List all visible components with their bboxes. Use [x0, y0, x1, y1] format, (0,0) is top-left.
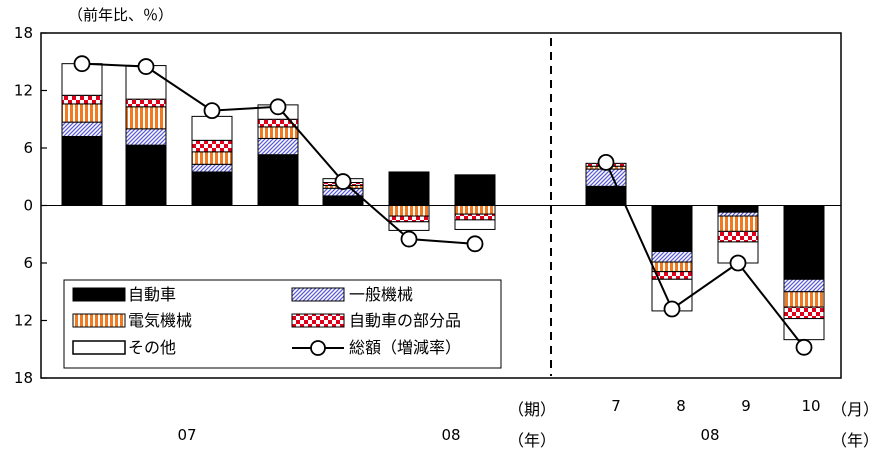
x-month-label: 10	[801, 397, 820, 415]
x-axis-labels: 07 08 （期） （年） 7 8 9 10 08 （月） （年）	[177, 397, 879, 450]
x-year-label: 07	[177, 426, 196, 444]
y-unit-label: （前年比、％）	[68, 6, 173, 24]
x-month-label: 8	[676, 397, 686, 415]
bar-segment-electrical	[717, 215, 759, 232]
bar-segment-electrical	[651, 261, 693, 273]
bar-segment-auto	[61, 136, 103, 206]
legend-label-machinery: 一般機械	[349, 285, 413, 304]
bar-segment-electrical	[388, 205, 430, 217]
bar-segment-electrical	[454, 205, 496, 215]
bar-segment-auto	[783, 205, 825, 280]
y-tick-label: 12	[14, 312, 33, 330]
legend-label-parts: 自動車の部分品	[349, 311, 461, 330]
total-line-series	[73, 55, 813, 356]
total-line	[605, 161, 805, 348]
bar-segment-machinery	[257, 137, 299, 156]
y-axis: 18 12 6 0 6 12 18	[14, 24, 841, 387]
legend-label-auto: 自動車	[128, 285, 176, 304]
total-marker	[334, 173, 352, 190]
bar-segment-other	[191, 115, 233, 141]
y-tick-label: 6	[23, 139, 33, 157]
bar-segment-other	[388, 221, 430, 231]
total-marker	[137, 58, 155, 75]
bar-segment-machinery	[585, 168, 627, 187]
legend-label-total: 総額（増減率）	[349, 338, 461, 357]
total-marker	[466, 235, 484, 253]
total-marker	[795, 338, 813, 356]
x-year-marker: （年）	[831, 431, 879, 450]
x-year-label: 08	[441, 426, 460, 444]
bar-segment-machinery	[191, 163, 233, 173]
legend-swatch-auto	[72, 287, 126, 302]
bar-segment-electrical	[257, 126, 299, 139]
bar-segment-auto	[717, 205, 759, 213]
x-year-marker: （年）	[508, 431, 556, 450]
bar-segment-machinery	[125, 128, 167, 146]
x-month-label: 9	[741, 397, 751, 415]
bar-segment-auto	[257, 154, 299, 206]
bar-segment-auto	[322, 195, 364, 207]
bar-segment-auto	[585, 185, 627, 206]
legend: 自動車 一般機械 電気機械 自動車の部分品 その他 総額（増減率）	[63, 279, 502, 369]
bar-segment-auto	[125, 144, 167, 206]
y-tick-label: 6	[23, 254, 33, 272]
total-marker	[597, 153, 615, 171]
bar-segment-machinery	[61, 121, 103, 137]
bar-segment-parts	[783, 306, 825, 320]
bar-segment-parts	[125, 98, 167, 108]
bar-segment-auto	[191, 171, 233, 206]
total-marker	[203, 102, 221, 120]
x-month-marker: （月）	[831, 400, 879, 419]
bar-segment-electrical	[125, 106, 167, 130]
bar-segment-auto	[388, 171, 430, 206]
legend-label-electrical: 電気機械	[128, 311, 192, 330]
legend-swatch-total-marker	[310, 340, 326, 356]
bar-segment-machinery	[783, 278, 825, 293]
bar-segment-parts	[61, 94, 103, 105]
bar-segment-auto	[454, 174, 496, 206]
bars	[61, 63, 825, 341]
legend-swatch-machinery	[291, 287, 345, 302]
y-tick-label: 0	[23, 197, 33, 215]
legend-label-other: その他	[128, 338, 176, 357]
bar-segment-parts	[388, 215, 430, 223]
legend-swatch-parts	[291, 313, 345, 328]
total-marker	[400, 230, 418, 248]
bar-segment-parts	[717, 230, 759, 243]
bar-segment-auto	[651, 205, 693, 252]
y-tick-label: 18	[14, 369, 33, 387]
bar-segment-parts	[191, 139, 233, 153]
legend-swatch-other	[72, 340, 126, 355]
bar-segment-machinery	[717, 211, 759, 217]
legend-swatch-electrical	[72, 313, 126, 328]
bar-segment-parts	[454, 213, 496, 221]
total-marker	[663, 300, 681, 318]
total-marker	[269, 98, 287, 116]
bar-segment-other	[454, 219, 496, 230]
x-month-label: 7	[611, 397, 621, 415]
bar-segment-electrical	[61, 103, 103, 123]
legend-box	[63, 279, 502, 369]
y-tick-label: 12	[14, 82, 33, 100]
y-tick-label: 18	[14, 24, 33, 42]
bar-segment-electrical	[783, 291, 825, 308]
total-marker	[729, 254, 747, 272]
x-period-marker: （期）	[508, 400, 556, 419]
bar-segment-machinery	[651, 251, 693, 263]
total-marker	[73, 55, 91, 73]
bar-segment-electrical	[191, 151, 233, 165]
x-year-label: 08	[700, 426, 719, 444]
